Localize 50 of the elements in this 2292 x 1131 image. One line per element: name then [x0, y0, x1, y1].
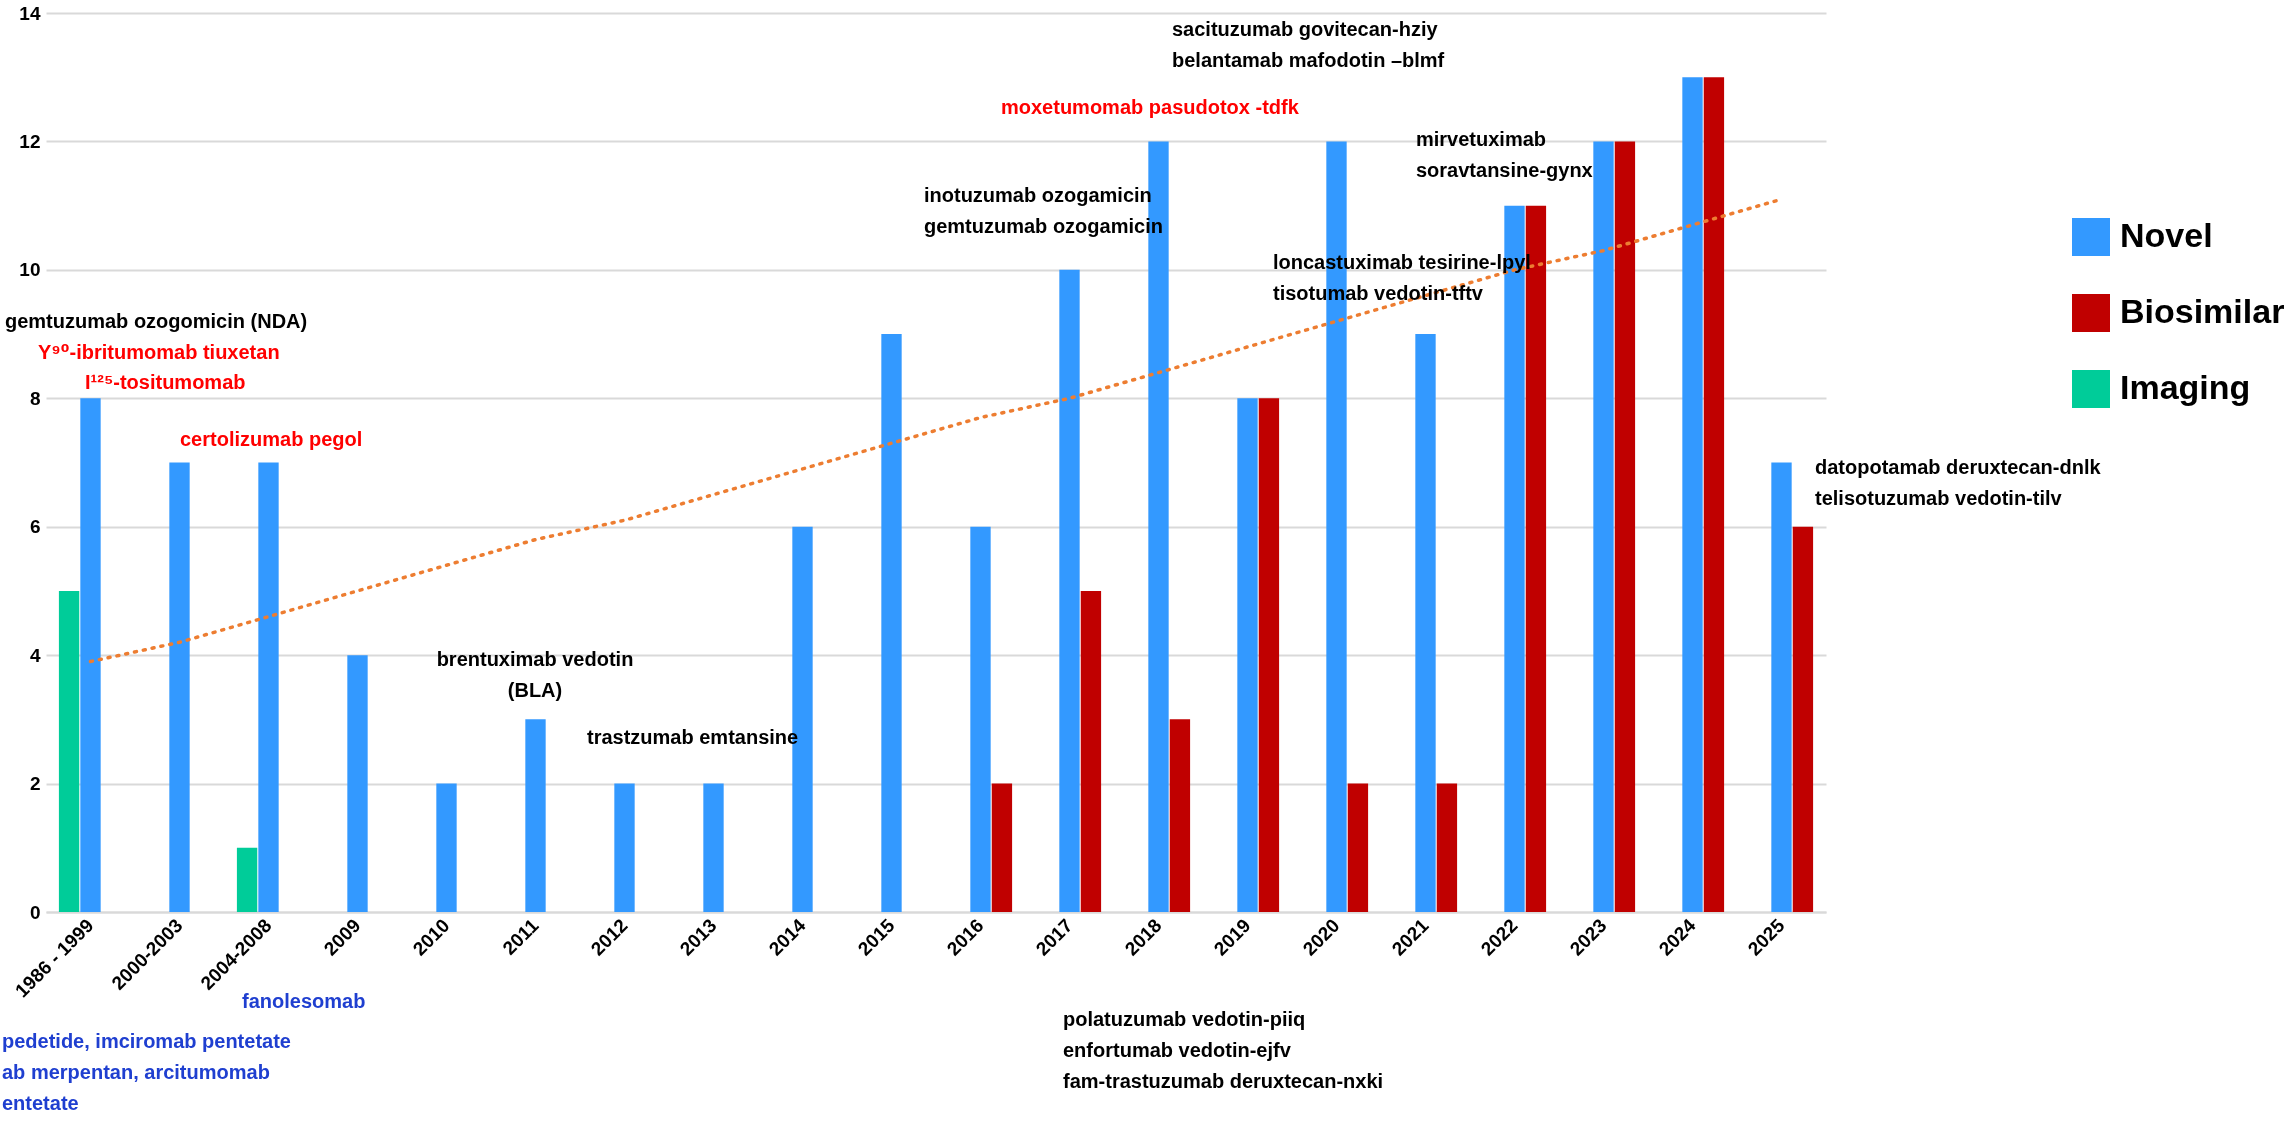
- annotation: datopotamab deruxtecan-dnlk telisotuzumab vedotin-tilv: [1815, 456, 2102, 509]
- bar: [1792, 526, 1814, 912]
- bar: [1237, 398, 1258, 912]
- bar: [525, 719, 546, 912]
- annotation: Y⁹⁰-ibritumomab tiuxetan: [38, 341, 280, 363]
- bar: [80, 398, 101, 912]
- annotation: brentuximab vedotin (BLA): [436, 648, 634, 701]
- bar: [1614, 141, 1636, 912]
- y-tick-label: 4: [29, 644, 41, 666]
- bar: [991, 783, 1013, 912]
- y-tick-label: 10: [19, 259, 41, 281]
- text: polatuzumab vedotin-piiq enfortumab vedotin-ejfv fam-trastuzumab deruxtecan-nxki: [1063, 1008, 1384, 1092]
- bar: [1436, 783, 1458, 912]
- bar: [1169, 719, 1191, 912]
- bar: [347, 655, 368, 912]
- bar: [970, 526, 991, 912]
- bar: [258, 462, 279, 912]
- annotation: moxetumomab pasudotox -tdfk: [1001, 96, 1300, 118]
- bar: [236, 847, 258, 912]
- bar: [1415, 334, 1436, 912]
- bar: [703, 783, 724, 912]
- bar: [881, 334, 902, 912]
- bar: [1258, 398, 1280, 912]
- bar: [1771, 462, 1792, 912]
- y-tick-label: 8: [29, 387, 41, 409]
- bar: [436, 783, 457, 912]
- bar: [1682, 77, 1703, 912]
- bar: [1059, 269, 1080, 912]
- annotation: I¹²⁵-tositumomab: [85, 371, 246, 393]
- bar: [1080, 590, 1102, 912]
- bar: [169, 462, 190, 912]
- annotation: certolizumab pegol: [180, 428, 363, 450]
- legend-label: Novel: [2120, 216, 2213, 254]
- y-tick-label: 6: [29, 516, 41, 538]
- y-tick-label: 0: [29, 901, 41, 923]
- bar: [1703, 77, 1725, 912]
- text: pedetide, imciromab pentetate ab merpentan, arcitumomab entetate: [2, 1030, 291, 1114]
- bar: [1593, 141, 1614, 912]
- annotation: sacituzumab govitecan-hziy belantamab mafodotin –blmf: [1172, 18, 1445, 71]
- legend-label: Biosimilar: [2120, 292, 2285, 330]
- bar: [58, 590, 80, 912]
- bar: [1347, 783, 1369, 912]
- legend-label: Imaging: [2120, 368, 2251, 406]
- y-tick-label: 2: [29, 773, 41, 795]
- bar: [614, 783, 635, 912]
- y-tick-label: 12: [19, 130, 41, 152]
- annotation: gemtuzumab ozogomicin (NDA): [5, 310, 308, 332]
- text: fanolesomab: [242, 990, 366, 1012]
- annotation: mirvetuximab soravtansine-gynx: [1416, 128, 1593, 181]
- y-tick-label: 14: [19, 2, 41, 24]
